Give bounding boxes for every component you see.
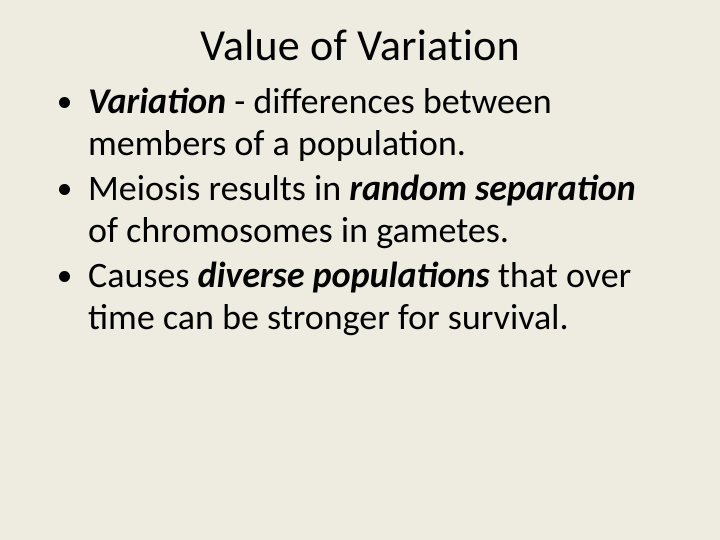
bullet-text: of chromosomes in gametes.: [88, 208, 509, 252]
bullet-text: Meiosis results in: [88, 166, 349, 210]
bullet-list: Variation - differences between members …: [48, 80, 672, 339]
list-item: Variation - differences between members …: [88, 80, 672, 165]
list-item: Causes diverse populations that over tim…: [88, 254, 672, 339]
term-bold-italic: diverse populations: [198, 253, 490, 297]
bullet-text: Causes: [88, 253, 198, 297]
term-bold-italic: random separation: [349, 166, 635, 210]
term-bold-italic: Variation: [88, 79, 226, 123]
list-item: Meiosis results in random separation of …: [88, 167, 672, 252]
slide: Value of Variation Variation - differenc…: [0, 0, 720, 540]
slide-title: Value of Variation: [48, 18, 672, 72]
